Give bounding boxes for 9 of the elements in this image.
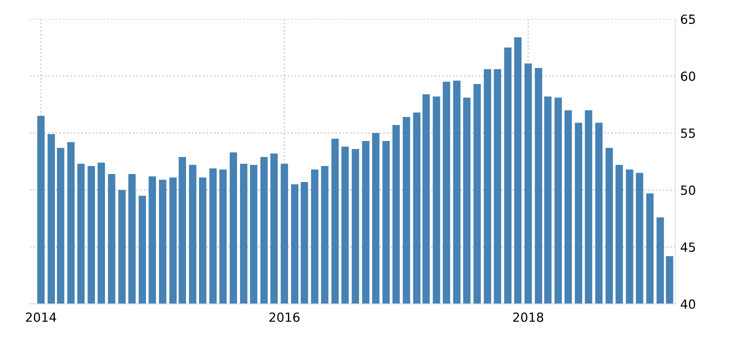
x-tick-label: 2018 [513, 312, 544, 322]
y-tick-label: 60 [680, 71, 696, 81]
y-tick-label: 65 [680, 14, 695, 24]
y-tick-label: 50 [681, 185, 696, 195]
x-tick-label: 2016 [269, 312, 300, 322]
y-tick-label: 55 [681, 128, 695, 138]
y-tick-label: 40 [680, 299, 696, 309]
x-tick-label: 2014 [26, 312, 56, 322]
y-tick-label: 45 [680, 242, 695, 252]
